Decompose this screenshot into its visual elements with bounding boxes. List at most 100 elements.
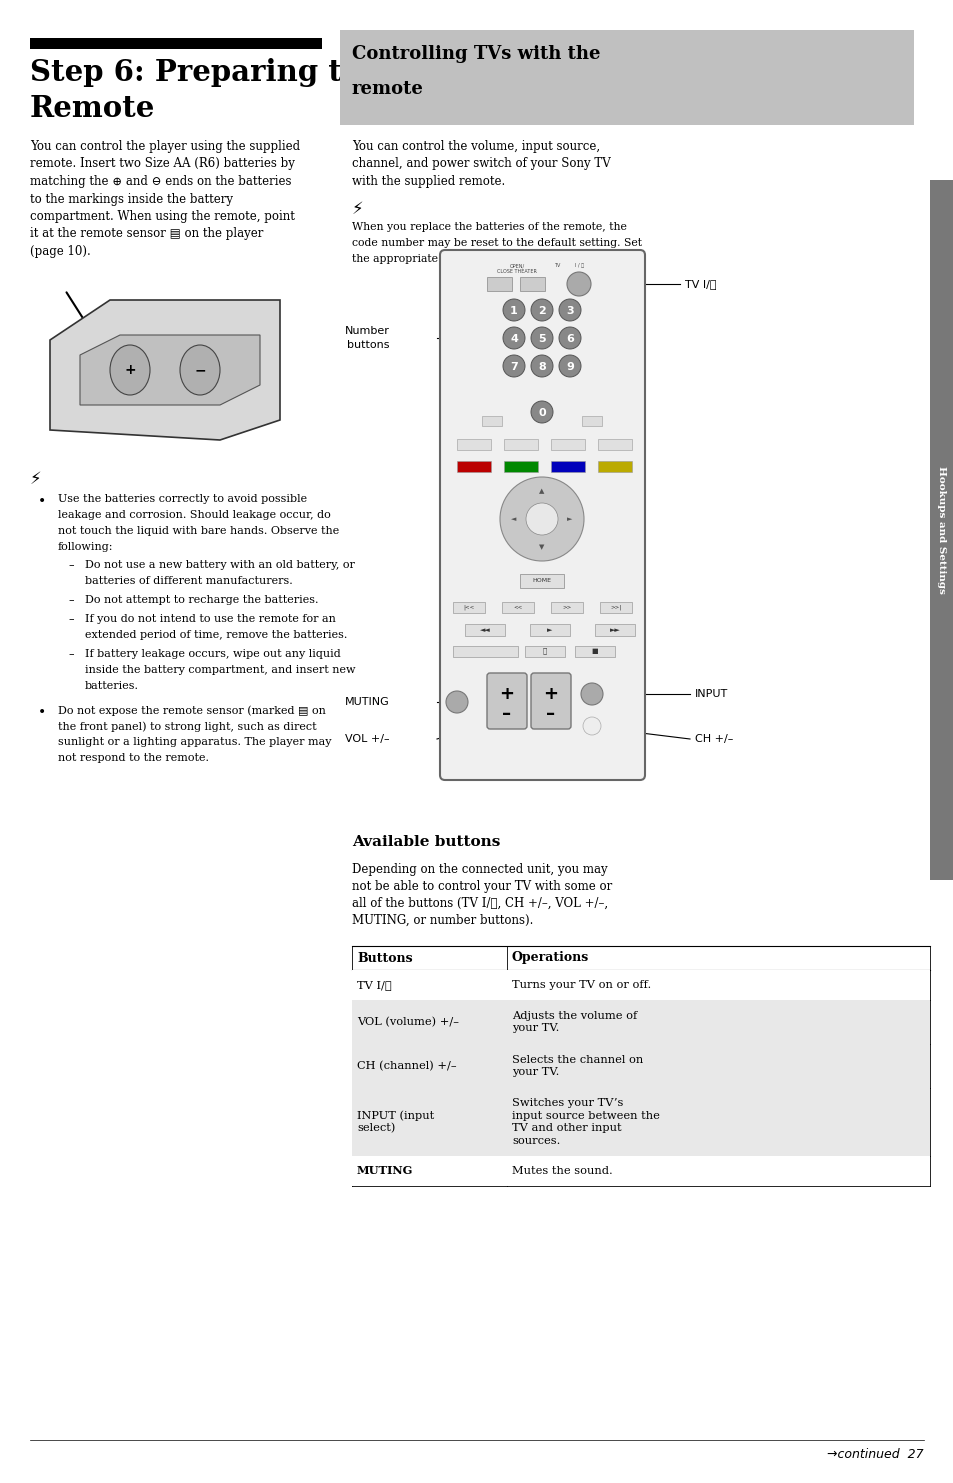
Bar	[464, 624, 504, 636]
Text: PAUSE: PAUSE	[537, 641, 552, 644]
Text: –: –	[68, 561, 73, 569]
Bar	[339, 30, 913, 125]
Text: 9: 9	[565, 362, 574, 372]
Text: ◄: ◄	[511, 516, 517, 522]
Bar	[581, 417, 601, 426]
Text: STOP: STOP	[589, 641, 600, 644]
Bar	[519, 277, 544, 291]
Bar	[453, 602, 484, 612]
Text: 3: 3	[565, 305, 573, 316]
Text: the front panel) to strong light, such as direct: the front panel) to strong light, such a…	[58, 721, 316, 731]
Circle shape	[558, 300, 580, 320]
Bar	[352, 1044, 929, 1089]
Text: ▲: ▲	[538, 488, 544, 494]
Text: the appropriate code number again.: the appropriate code number again.	[352, 255, 550, 264]
Bar	[486, 277, 512, 291]
FancyBboxPatch shape	[486, 673, 526, 730]
Text: OPTIONS: OPTIONS	[578, 528, 594, 549]
Polygon shape	[50, 300, 280, 440]
Text: ANGLE: ANGLE	[556, 432, 573, 437]
Text: When you replace the batteries of the remote, the: When you replace the batteries of the re…	[352, 222, 626, 233]
Ellipse shape	[180, 346, 220, 394]
Text: CLEAR: CLEAR	[481, 409, 497, 415]
Bar	[501, 602, 534, 612]
Bar	[551, 439, 584, 449]
Text: following:: following:	[58, 541, 113, 552]
Text: MUTING, or number buttons).: MUTING, or number buttons).	[352, 914, 533, 927]
Text: not respond to the remote.: not respond to the remote.	[58, 753, 209, 762]
Polygon shape	[80, 335, 260, 405]
Text: ◄◄: ◄◄	[479, 627, 490, 633]
Text: SCENE SEARCH: SCENE SEARCH	[468, 641, 501, 644]
Text: remote. Insert two Size AA (R6) batteries by: remote. Insert two Size AA (R6) batterie…	[30, 157, 294, 171]
Text: –: –	[68, 595, 73, 605]
Text: VOL +/–: VOL +/–	[345, 734, 390, 744]
Text: –: –	[68, 614, 73, 624]
Bar	[456, 439, 491, 449]
Circle shape	[502, 300, 524, 320]
Bar	[456, 461, 491, 472]
Text: +: +	[124, 363, 135, 377]
Circle shape	[531, 354, 553, 377]
Text: TOP MENU: TOP MENU	[497, 463, 521, 480]
Text: −: −	[194, 363, 206, 377]
Circle shape	[531, 326, 553, 349]
Bar	[598, 461, 631, 472]
Bar	[352, 1089, 929, 1157]
Text: TV Ⅰ/⏻: TV Ⅰ/⏻	[684, 279, 716, 289]
Text: 6: 6	[565, 334, 574, 344]
Text: remote: remote	[352, 80, 423, 98]
Text: ▼: ▼	[538, 544, 544, 550]
Text: with the supplied remote.: with the supplied remote.	[352, 175, 505, 188]
Text: LIGHT: LIGHT	[584, 713, 598, 719]
Circle shape	[531, 400, 553, 423]
Text: INPUT: INPUT	[582, 669, 597, 673]
Text: (page 10).: (page 10).	[30, 245, 91, 258]
Bar	[524, 647, 564, 657]
Circle shape	[531, 300, 553, 320]
Circle shape	[502, 354, 524, 377]
Text: VOL: VOL	[501, 669, 512, 673]
Text: Buttons: Buttons	[356, 952, 413, 964]
Bar	[551, 461, 584, 472]
Circle shape	[446, 691, 468, 713]
Text: Do not expose the remote sensor (marked ▤ on: Do not expose the remote sensor (marked …	[58, 704, 326, 716]
Text: INPUT: INPUT	[695, 690, 727, 698]
Text: Adjusts the volume of
your TV.: Adjusts the volume of your TV.	[512, 1011, 637, 1034]
Text: code number may be reset to the default setting. Set: code number may be reset to the default …	[352, 239, 641, 249]
Circle shape	[582, 716, 600, 736]
Text: |<<: |<<	[463, 604, 475, 610]
Text: 4: 4	[510, 334, 517, 344]
Text: 5: 5	[537, 334, 545, 344]
Text: You can control the player using the supplied: You can control the player using the sup…	[30, 139, 300, 153]
Bar	[503, 439, 537, 449]
Bar	[599, 602, 631, 612]
Text: ADVANCE: ADVANCE	[556, 596, 577, 601]
Text: Selects the channel on
your TV.: Selects the channel on your TV.	[512, 1054, 642, 1077]
Text: You can control the volume, input source,: You can control the volume, input source…	[352, 139, 599, 153]
Bar	[598, 439, 631, 449]
Text: NEXT: NEXT	[610, 596, 621, 601]
Bar	[929, 179, 953, 879]
Text: PREV: PREV	[463, 596, 475, 601]
Text: ►: ►	[547, 627, 552, 633]
Text: ■: ■	[591, 648, 598, 654]
Text: to the markings inside the battery: to the markings inside the battery	[30, 193, 233, 206]
Text: TV: TV	[554, 262, 559, 268]
Bar	[481, 417, 501, 426]
Text: ►: ►	[567, 516, 572, 522]
Bar	[352, 1000, 929, 1044]
Text: ⏸: ⏸	[542, 648, 547, 654]
Text: OPEN/
CLOSE THEATER: OPEN/ CLOSE THEATER	[497, 262, 537, 274]
Text: If battery leakage occurs, wipe out any liquid: If battery leakage occurs, wipe out any …	[85, 650, 340, 658]
Text: •: •	[38, 494, 46, 509]
Circle shape	[525, 503, 558, 535]
Text: PLAY: PLAY	[536, 617, 547, 621]
Text: YELLOW: YELLOW	[601, 454, 621, 460]
Text: DISPLAY: DISPLAY	[601, 432, 621, 437]
Text: RED: RED	[465, 454, 476, 460]
Bar	[530, 624, 569, 636]
Text: batteries of different manufacturers.: batteries of different manufacturers.	[85, 575, 293, 586]
Bar	[503, 461, 537, 472]
Bar	[30, 39, 322, 49]
